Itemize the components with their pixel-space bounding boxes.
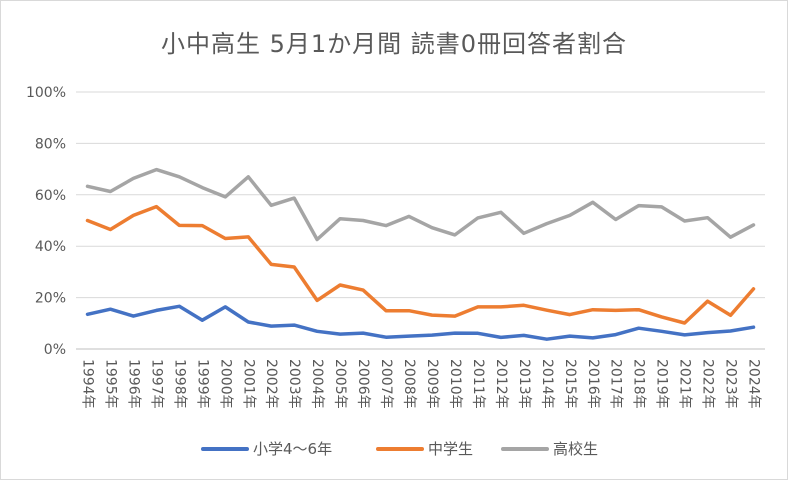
x-tick-label: 2023年 [723,359,739,409]
series-line-0 [85,304,756,341]
x-tick-label: 2000年 [217,359,233,409]
y-tick-label: 20% [35,291,66,307]
x-tick-label: 2015年 [562,359,578,409]
series-line-2 [85,167,756,242]
x-tick-label: 2003年 [286,359,302,409]
x-tick-label: 1999年 [194,359,210,409]
legend-label-0: 小学4～6年 [253,440,332,458]
x-tick-label: 1998年 [171,359,187,409]
x-tick-label: 2012年 [493,359,509,409]
y-tick-label: 0% [44,342,66,358]
x-tick-label: 2010年 [447,359,463,409]
x-tick-label: 2019年 [654,359,670,409]
y-tick-label: 80% [35,136,66,152]
x-tick-label: 1997年 [148,359,164,409]
x-tick-label: 2009年 [424,359,440,409]
gridlines [76,91,765,350]
x-tick-label: 2001年 [240,359,256,409]
x-tick-label: 2005年 [332,359,348,409]
x-tick-label: 2024年 [746,359,762,409]
x-tick-label: 2006年 [355,359,371,409]
x-tick-label: 2007年 [378,359,394,409]
x-tick-label: 2022年 [700,359,716,409]
x-tick-label: 1996年 [125,359,141,409]
x-tick-label: 2008年 [401,359,417,409]
x-tick-label: 2021年 [677,359,693,409]
x-tick-label: 2018年 [631,359,647,409]
legend: 小学4～6年 中学生 高校生 [201,440,598,458]
x-tick-label: 2011年 [470,359,486,409]
y-axis-ticks: 0% 20% 40% 60% 80% 100% [26,85,66,358]
x-tick-label: 2004年 [309,359,325,409]
x-tick-label: 2013年 [516,359,532,409]
x-tick-label: 2016年 [585,359,601,409]
y-tick-label: 60% [35,188,66,204]
x-tick-label: 1994年 [79,359,95,409]
x-tick-label: 2017年 [608,359,624,409]
x-tick-label: 2014年 [539,359,555,409]
chart-title: 小中高生 5月1か月間 読書0冊回答者割合 [160,30,628,58]
y-tick-label: 40% [35,239,66,255]
series-line-1 [85,204,756,325]
legend-label-2: 高校生 [553,440,598,458]
x-tick-label: 2002年 [263,359,279,409]
x-axis-ticks: 1994年 1995年 1996年 1997年 1998年 1999年 2000年 2001年… [79,359,761,409]
y-tick-label: 100% [26,85,66,101]
series-lines [85,167,756,341]
x-tick-label: 1995年 [102,359,118,409]
legend-label-1: 中学生 [428,440,473,458]
